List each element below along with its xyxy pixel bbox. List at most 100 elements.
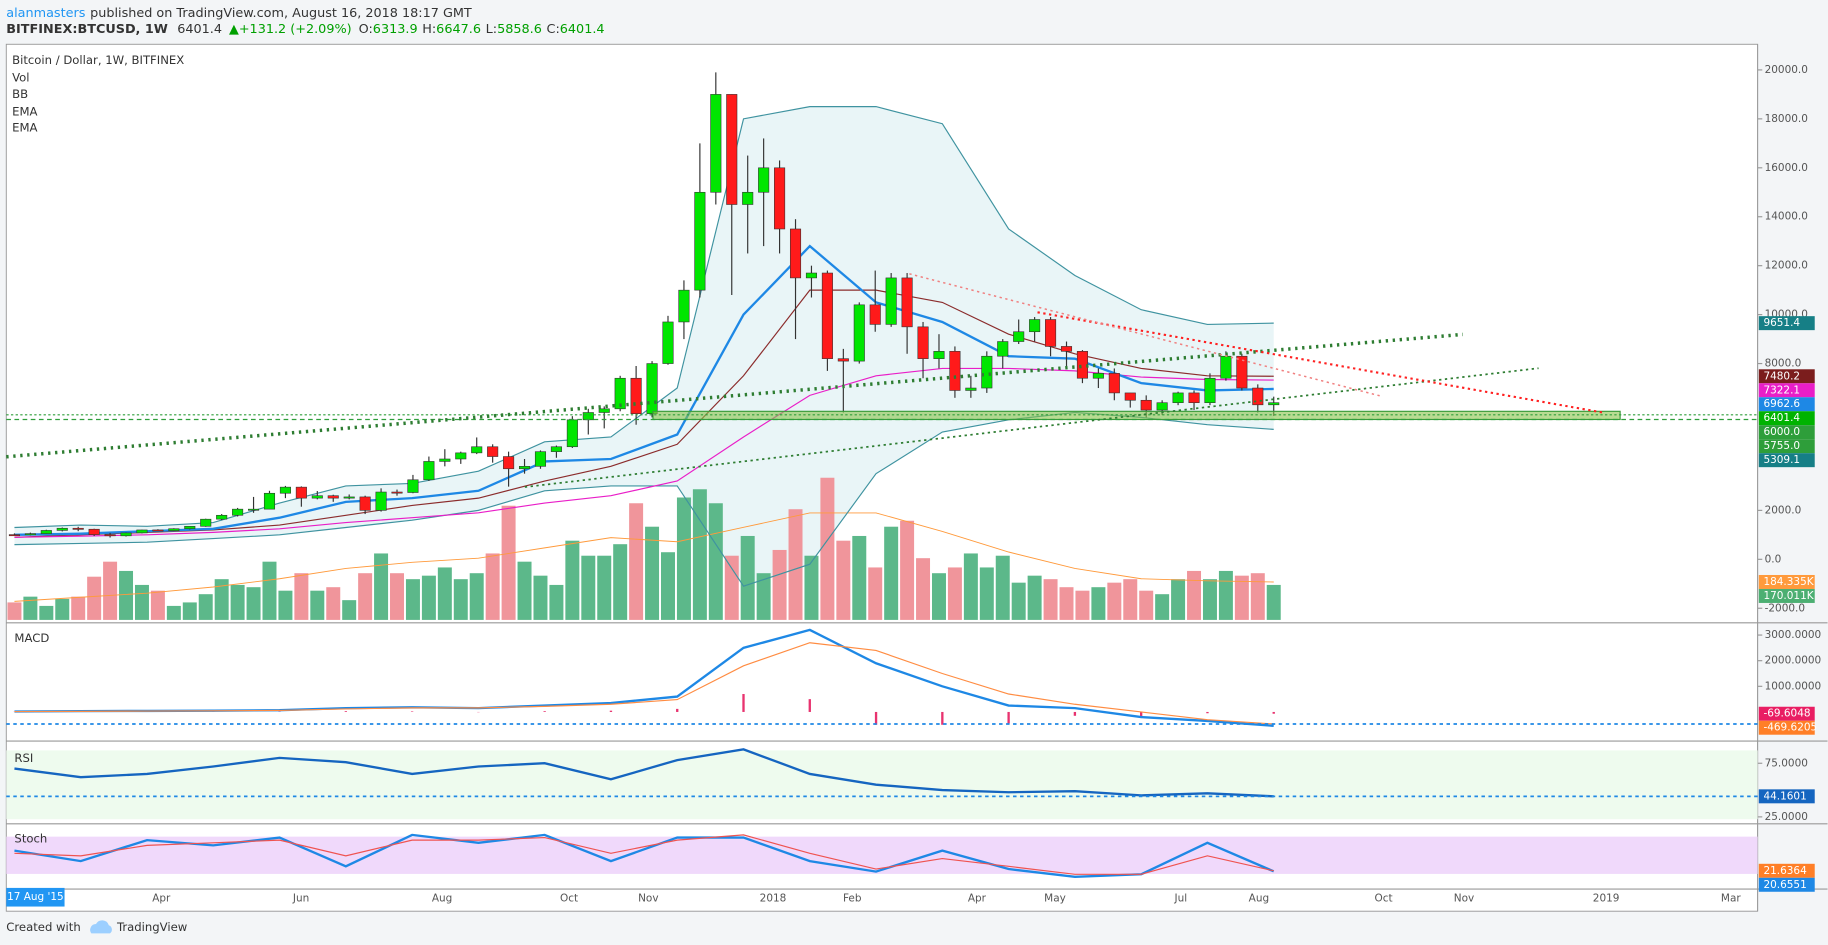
macd-histogram-bar <box>1007 711 1010 724</box>
indicator-name: Vol <box>12 71 29 85</box>
volume-bar <box>1139 590 1154 620</box>
indicator-line <box>14 833 1275 879</box>
volume-bar <box>246 587 261 620</box>
y-tick-label: 1000.0000 <box>1765 680 1822 692</box>
candle-body <box>1045 319 1057 347</box>
cursor-date-box <box>6 887 65 907</box>
candle-body <box>152 529 164 532</box>
volume-bar <box>230 584 245 620</box>
pane-title: MACD <box>14 631 49 645</box>
volume-bar <box>103 561 118 620</box>
price-tag-label: 5309.1 <box>1763 454 1800 466</box>
volume-bar <box>836 540 851 620</box>
candle-body <box>901 277 913 328</box>
price-tag <box>1758 439 1815 454</box>
volume-bar <box>7 602 22 620</box>
candle-body <box>1060 346 1073 352</box>
macd-histogram-bar <box>874 711 878 725</box>
volume-bar <box>1107 582 1122 620</box>
trend-line <box>524 367 1539 488</box>
volume-bar <box>198 594 213 620</box>
candle-body <box>343 496 355 499</box>
y-tick-label: 2000.0 <box>1765 504 1802 516</box>
x-tick-label: Mar <box>1721 892 1741 904</box>
volume-bar <box>1027 575 1042 620</box>
author[interactable]: alanmasters <box>6 5 85 20</box>
plot-layer: 20000.018000.016000.014000.012000.010000… <box>6 64 1821 904</box>
y-tick-label: 25.0000 <box>1765 811 1808 823</box>
volume-bar <box>820 477 835 620</box>
y-tick-label: 18000.0 <box>1765 113 1808 125</box>
volume-bar <box>1234 575 1249 620</box>
y-tick-label: -2000.0 <box>1765 602 1805 614</box>
volume-bar <box>501 505 516 620</box>
price-tag <box>1758 397 1815 412</box>
candle-body <box>853 304 865 362</box>
volume-bar <box>629 503 644 620</box>
candle-body <box>232 508 244 516</box>
overlay-line <box>14 244 1274 537</box>
volume-bar <box>979 567 994 620</box>
price-tag <box>1758 720 1815 735</box>
volume-bar <box>1218 570 1233 620</box>
macd-histogram-bar <box>941 711 944 725</box>
macd-histogram-bar <box>676 708 679 712</box>
volume-bar <box>437 567 452 620</box>
last-price: 6401.4 <box>177 22 222 37</box>
price-tag <box>1758 383 1815 398</box>
candle-body <box>1140 399 1152 411</box>
volume-bar <box>708 503 723 620</box>
candle-body <box>694 191 706 291</box>
macd-histogram-bar <box>1272 711 1275 714</box>
y-tick-label: 20000.0 <box>1765 64 1808 76</box>
candle-body <box>646 363 658 415</box>
volume-bar <box>900 520 915 620</box>
macd-histogram-bar <box>543 711 546 712</box>
volume-bar <box>740 535 755 620</box>
macd-histogram-bar <box>609 710 613 712</box>
volume-bar <box>804 555 819 620</box>
candle-body <box>168 528 180 531</box>
candle-body <box>774 167 786 230</box>
candle-body <box>56 527 68 531</box>
volume-bar <box>1011 582 1026 620</box>
volume-bar <box>756 573 771 620</box>
price-tag-label: -469.6205 <box>1763 722 1817 734</box>
price-tag-label: 184.335K <box>1763 576 1814 588</box>
x-tick-label: Apr <box>152 892 171 904</box>
volume-bar <box>453 579 468 620</box>
candle-body <box>423 461 435 481</box>
price-tag-label: 7480.2 <box>1763 370 1800 382</box>
candle-body <box>439 458 451 462</box>
ohlc-value: 6313.9 <box>373 22 418 37</box>
candle-body <box>40 530 52 534</box>
candle-body <box>248 508 260 511</box>
x-tick-label: 2019 <box>1593 892 1620 904</box>
candle-body <box>359 496 371 511</box>
bb-fill <box>14 106 1274 587</box>
volume-bar <box>931 573 946 620</box>
symbol: BITFINEX:BTCUSD, 1W <box>6 22 168 37</box>
candle-body <box>295 486 307 499</box>
volume-bar <box>581 555 596 620</box>
price-tag-label: 6401.4 <box>1763 412 1800 424</box>
price-tag-label: 7322.1 <box>1763 384 1800 396</box>
macd-line <box>14 642 1274 725</box>
candle-body <box>678 289 690 323</box>
price-tag <box>1758 877 1815 892</box>
volume-bar <box>358 573 373 620</box>
volume-bar <box>1075 590 1090 620</box>
footer-brand[interactable]: TradingView <box>116 920 188 934</box>
price-tag-label: 6962.6 <box>1763 398 1800 410</box>
candle-body <box>279 486 291 494</box>
volume-bar <box>788 509 803 620</box>
x-tick-label: 2018 <box>760 892 787 904</box>
candle-body <box>375 491 387 511</box>
x-tick-label: Nov <box>638 892 658 904</box>
candle-body <box>72 527 84 530</box>
candle-body <box>965 387 977 391</box>
indicator-line <box>14 748 1274 798</box>
price-tag-label: 6000.0 <box>1763 426 1800 438</box>
volume-bar <box>390 573 405 620</box>
volume-ma <box>14 512 1274 602</box>
